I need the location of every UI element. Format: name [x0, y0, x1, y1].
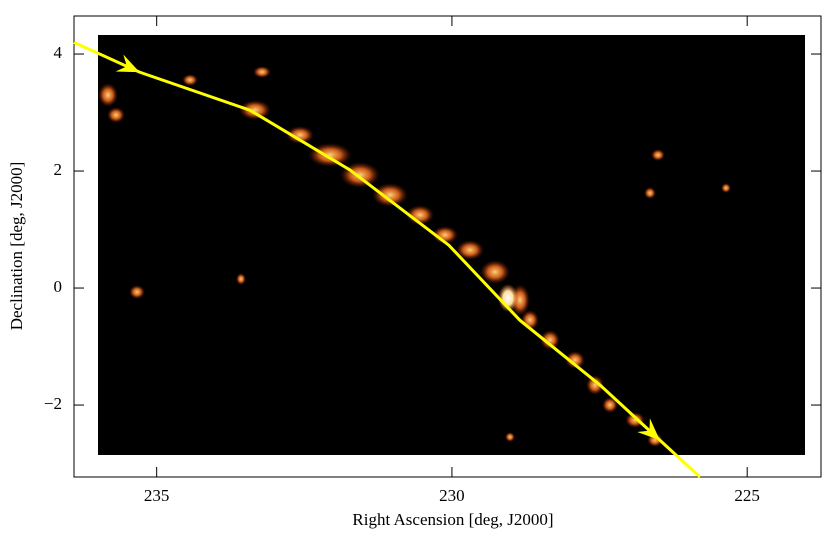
x-axis-label: Right Ascension [deg, J2000]	[352, 510, 553, 529]
density-blob	[308, 143, 352, 167]
density-blob	[236, 273, 246, 285]
density-blob	[540, 330, 560, 350]
y-axis-label: Declination [deg, J2000]	[7, 162, 26, 331]
y-tick-label: 4	[54, 43, 63, 62]
y-tick-label: 2	[54, 160, 63, 179]
density-blob	[129, 285, 145, 299]
density-blob	[286, 126, 314, 144]
density-blob	[456, 240, 484, 260]
orbit-line	[73, 40, 701, 479]
x-tick-label: 225	[734, 486, 760, 505]
y-tick-label: −2	[44, 394, 62, 413]
density-blob	[721, 183, 731, 193]
density-blob	[602, 397, 618, 413]
density-core	[498, 284, 518, 312]
density-map	[98, 35, 805, 455]
density-blob	[372, 183, 408, 207]
orbit-arrow	[637, 418, 660, 441]
density-blob	[182, 74, 198, 86]
density-blob	[98, 83, 118, 107]
density-blob	[651, 149, 665, 161]
density-blob	[480, 260, 510, 284]
x-tick-label: 230	[439, 486, 465, 505]
density-blob	[644, 187, 656, 199]
density-blob	[406, 205, 434, 225]
density-blob	[565, 351, 585, 369]
density-blob	[107, 107, 125, 123]
density-blob	[432, 226, 458, 244]
density-blob	[586, 375, 604, 395]
plot-frame	[73, 15, 822, 478]
density-blob	[253, 66, 271, 78]
x-tick-label: 235	[144, 486, 170, 505]
y-tick-label: 0	[54, 277, 63, 296]
density-blob	[625, 412, 645, 428]
density-blob	[239, 100, 271, 120]
orbit-arrow	[115, 54, 140, 73]
density-blob	[505, 432, 515, 442]
